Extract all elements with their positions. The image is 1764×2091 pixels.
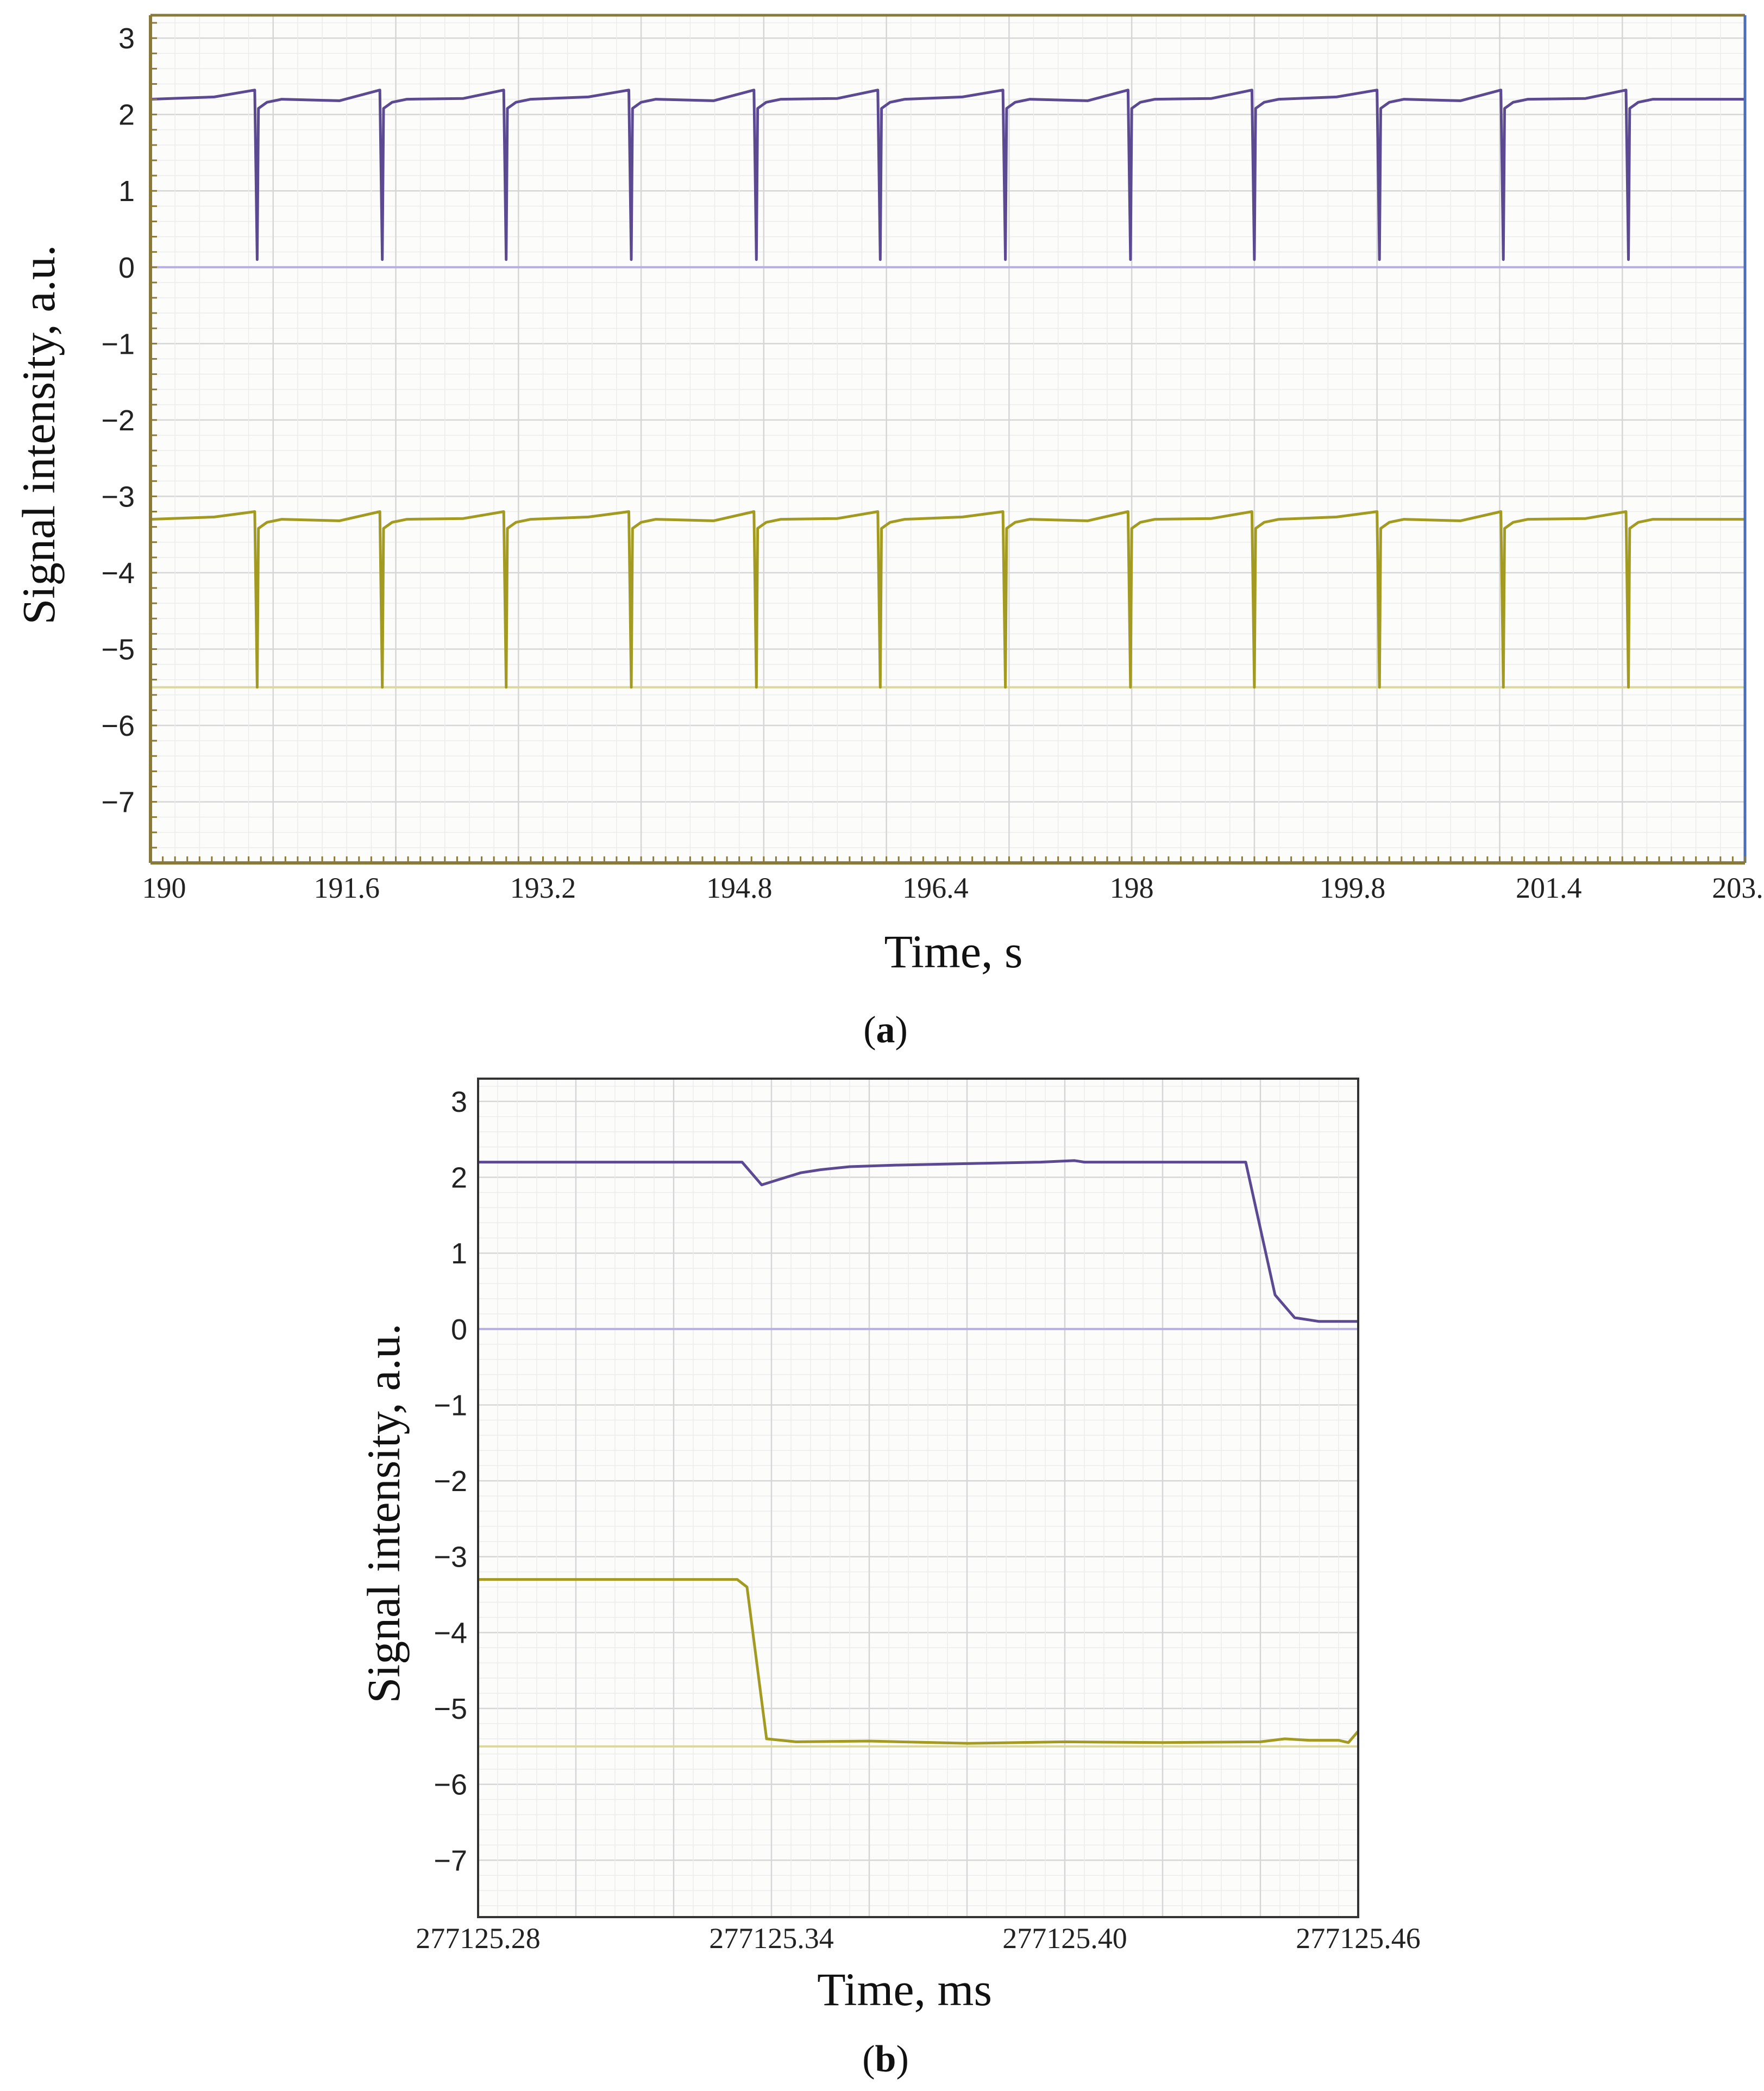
y-tick-label: −2: [434, 1465, 467, 1498]
x-tick-label: 277125.28: [416, 1922, 541, 1955]
panel-b-caption: (b): [862, 2038, 909, 2080]
panel-a-caption: (a): [863, 1009, 908, 1051]
panel-b-frame: [477, 1078, 1359, 1918]
y-tick-label: −4: [101, 557, 135, 590]
y-tick-label: −2: [101, 404, 135, 437]
y-tick-label: −4: [434, 1617, 467, 1649]
y-tick-label: −3: [434, 1541, 467, 1574]
y-tick-label: −7: [434, 1844, 467, 1877]
panel-a-x-tick-labels: 190 191.6 193.2 194.8 196.4 198 199.8 201.4 203.…: [142, 872, 1764, 904]
panel-a-grid: [149, 15, 1746, 863]
y-tick-label: −6: [101, 710, 135, 742]
y-tick-label: 1: [118, 175, 135, 208]
x-tick-label: 277125.34: [709, 1922, 834, 1955]
series-line-purple: [478, 1159, 1358, 1323]
y-tick-label: −5: [434, 1693, 467, 1725]
y-tick-label: −6: [434, 1769, 467, 1801]
series-line-yellow: [150, 510, 1745, 689]
y-tick-label: −1: [101, 328, 135, 360]
x-tick-label: 198: [1110, 872, 1154, 904]
plot-background: [150, 15, 1745, 863]
x-tick-label: 277125.40: [1002, 1922, 1127, 1955]
panel-b-series: [478, 1159, 1359, 1745]
panel-b-y-tick-labels: 3 2 1 0 −1 −2 −3 −4 −5 −6 −7: [434, 1086, 467, 1877]
y-tick-label: 3: [118, 22, 135, 55]
panel-b-x-tick-labels: 277125.28 277125.34 277125.40 277125.46: [416, 1922, 1421, 1955]
x-tick-label: 190: [142, 872, 186, 904]
y-tick-label: −7: [101, 786, 135, 819]
panel-a-frame: [149, 14, 1747, 865]
x-tick-label: 277125.46: [1296, 1922, 1421, 1955]
panel-a-y-axis-title: Signal intensity, a.u.: [12, 245, 65, 624]
panel-a-reference-lines: [150, 266, 1745, 688]
y-tick-label: 2: [118, 99, 135, 132]
x-tick-label: 199.8: [1320, 872, 1386, 904]
panel-a-y-tick-labels: 3 2 1 0 −1 −2 −3 −4 −5 −6 −7: [101, 22, 135, 818]
panel-b-y-axis-title: Signal intensity, a.u.: [357, 1323, 410, 1703]
x-tick-label: 201.4: [1516, 872, 1582, 904]
y-tick-label: 0: [451, 1313, 467, 1346]
y-tick-label: −3: [101, 480, 135, 513]
x-tick-label: 196.4: [902, 872, 969, 904]
series-line-purple: [150, 89, 1745, 261]
frame: [477, 1078, 1359, 1918]
y-tick-label: −1: [434, 1389, 467, 1422]
panel-b-grid: [477, 1079, 1359, 1917]
x-tick-label: 193.2: [510, 872, 576, 904]
y-tick-label: 1: [451, 1237, 467, 1270]
panel-a-chart: 3 2 1 0 −1 −2 −3 −4 −5 −6 −7 190 191.6 193.2 194.8 196…: [12, 14, 1764, 1051]
panel-a-x-axis-title: Time, s: [884, 925, 1023, 978]
panel-a-series: [150, 89, 1745, 689]
y-tick-label: 2: [451, 1162, 467, 1194]
y-tick-label: 3: [451, 1086, 467, 1118]
x-tick-label: 194.8: [706, 872, 773, 904]
series-line-yellow: [478, 1578, 1359, 1745]
x-tick-label: 191.6: [313, 872, 380, 904]
plot-background: [478, 1079, 1358, 1917]
y-tick-label: 0: [118, 252, 135, 284]
x-tick-label: 203.0: [1712, 872, 1764, 904]
panel-b-x-axis-title: Time, ms: [817, 1963, 992, 2015]
panel-b-reference-lines: [478, 1328, 1358, 1748]
y-tick-label: −5: [101, 633, 135, 666]
